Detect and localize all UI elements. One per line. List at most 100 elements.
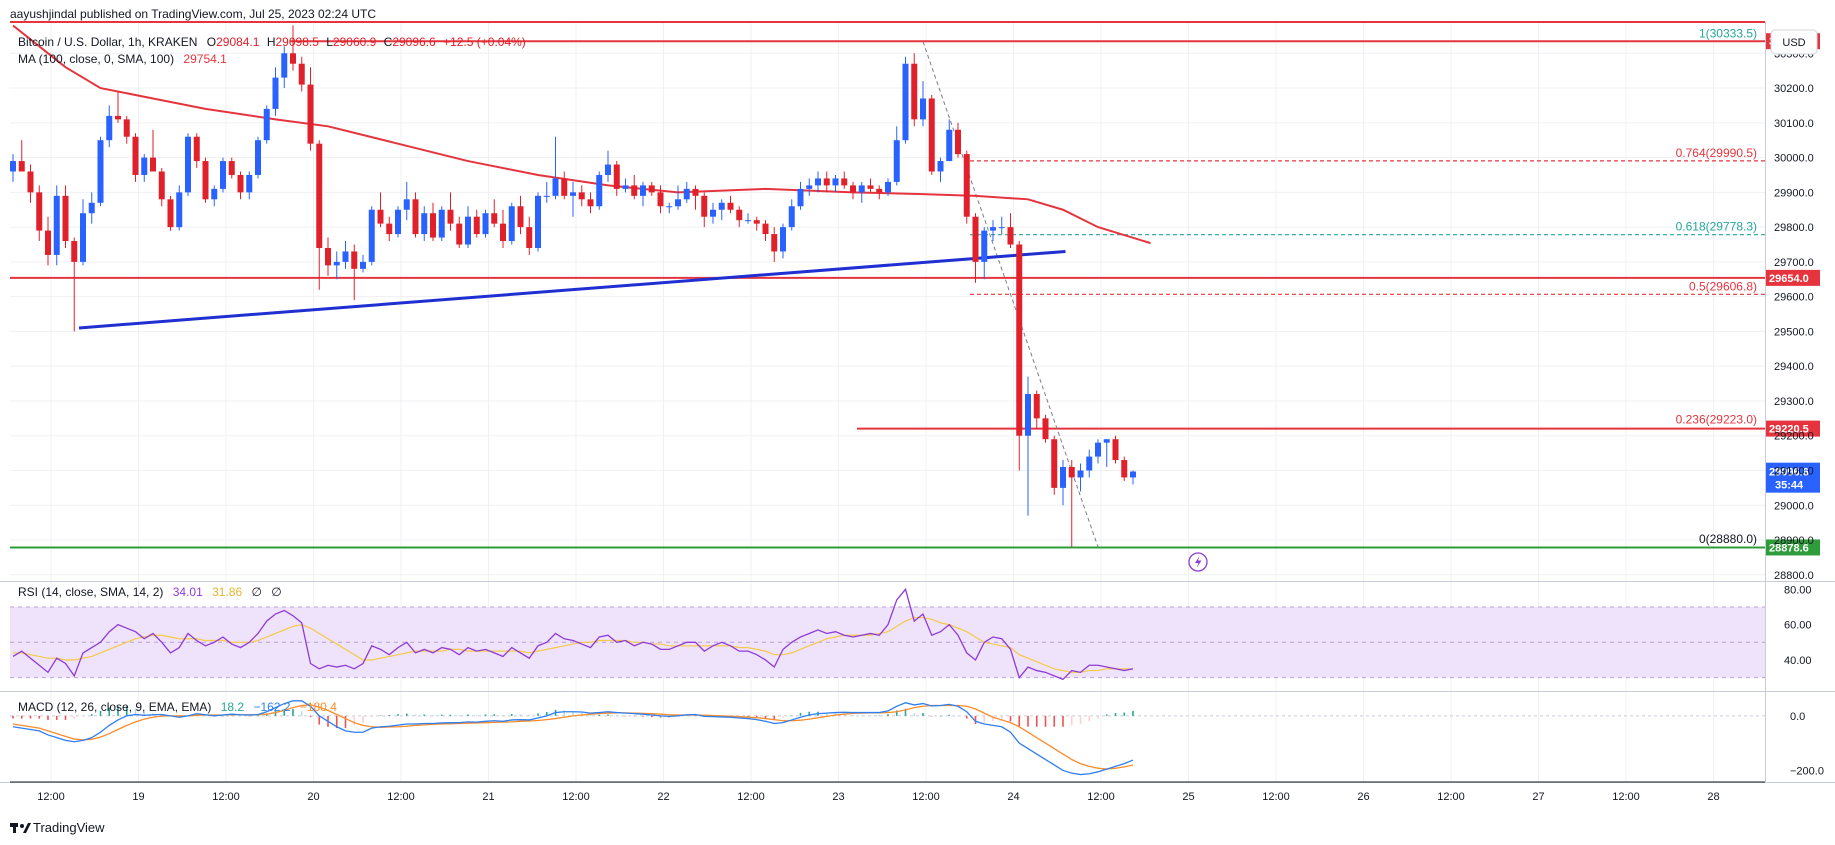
candle-body xyxy=(123,119,130,137)
time-axis[interactable]: 12:00 19 12:00 20 12:00 21 12:00 22 12:00 23 12:00… xyxy=(37,791,1719,803)
candle-body xyxy=(456,223,463,245)
time-tick-label: 12:00 xyxy=(1087,791,1115,803)
candle xyxy=(158,168,165,207)
legend-macd-signal: −180.4 xyxy=(300,700,337,714)
candle-body xyxy=(333,261,340,266)
candle xyxy=(465,206,471,248)
candle xyxy=(902,56,909,144)
rsi-line xyxy=(12,587,1134,681)
candle-body xyxy=(307,84,314,144)
legend-rsi-extra-1: ∅ xyxy=(251,585,261,599)
candle-body xyxy=(473,216,480,235)
macd-histogram-bar xyxy=(257,715,259,717)
candle xyxy=(377,192,384,228)
candle-body xyxy=(167,199,174,228)
rsi-pane xyxy=(12,587,1134,681)
candle xyxy=(211,185,218,207)
candle-body xyxy=(876,188,883,193)
candle xyxy=(167,195,174,231)
macd-histogram-bar xyxy=(895,710,898,716)
candle xyxy=(570,181,576,217)
candle xyxy=(788,199,795,231)
candle xyxy=(176,185,183,231)
candle xyxy=(972,213,979,283)
macd-histogram-bar xyxy=(449,714,452,716)
fib-label: 0.764(29990.5) xyxy=(1676,146,1757,160)
rsi-band-fill xyxy=(10,606,1765,678)
fibonacci-levels[interactable]: 1(30333.5) 0.764(29990.5) 0.618(29778.3) 0.… xyxy=(922,27,1765,548)
candle-body xyxy=(543,195,550,197)
candle xyxy=(692,185,699,210)
rsi-tick-label: 80.00 xyxy=(1784,584,1812,596)
candle-body xyxy=(202,161,209,200)
macd-pane xyxy=(10,700,1765,776)
candle xyxy=(1051,435,1058,495)
candle-body xyxy=(508,206,515,242)
rsi-band xyxy=(10,606,1765,679)
candle-body xyxy=(368,209,375,262)
trendline-group[interactable] xyxy=(78,249,1066,330)
candle xyxy=(71,237,78,332)
price-tick-label: 29000.0 xyxy=(1774,500,1814,512)
macd-histogram-bar xyxy=(388,715,391,716)
fib-label: 0.236(29223.0) xyxy=(1676,413,1757,427)
candle xyxy=(771,227,778,262)
price-tick-label: 30100.0 xyxy=(1774,118,1814,130)
candle-body xyxy=(386,223,393,235)
price-tick-label: 28800.0 xyxy=(1774,570,1814,582)
macd-histogram-bar xyxy=(528,714,531,716)
macd-histogram-bar xyxy=(143,712,146,716)
macd-histogram-bar xyxy=(878,715,881,717)
candle xyxy=(1033,390,1040,429)
macd-histogram-bar xyxy=(598,714,601,716)
last-price-tag xyxy=(1766,462,1820,493)
publisher-text: aayushjindal published on TradingView.co… xyxy=(10,7,376,21)
candle-body xyxy=(832,178,839,186)
candle xyxy=(928,95,935,175)
legend-h-label: H xyxy=(267,35,276,49)
price-tick-label: 29100.0 xyxy=(1774,465,1814,477)
candle-body xyxy=(850,185,856,193)
candle xyxy=(123,115,130,144)
time-tick-label: 12:00 xyxy=(562,791,590,803)
last-price-label: 29096.6 xyxy=(1769,467,1809,479)
candle-body xyxy=(482,213,489,235)
candle-body xyxy=(981,230,988,262)
candle-body xyxy=(561,178,568,196)
candle-body xyxy=(290,53,296,64)
candle xyxy=(307,67,314,151)
macd-histogram-bar xyxy=(948,714,951,716)
macd-histogram-bar xyxy=(537,713,539,716)
legend-o-label: O xyxy=(207,35,216,49)
rsi-tick-label: 60.00 xyxy=(1784,620,1812,632)
candle xyxy=(141,154,148,182)
candle xyxy=(893,126,900,186)
legend-macd-line: −162.2 xyxy=(253,700,290,714)
price-tick-label: 30000.0 xyxy=(1774,153,1814,165)
candle-body xyxy=(281,53,288,78)
candle-body xyxy=(788,206,795,228)
candle-body xyxy=(1007,227,1014,245)
candle-body xyxy=(1112,439,1119,461)
level-tag-label: 28878.6 xyxy=(1769,542,1809,554)
price-axis[interactable]: 28800.0 28900.0 29000.0 29100.0 29200.0 29300… xyxy=(1774,48,1824,777)
candle-body xyxy=(53,195,60,255)
lightning-icon[interactable] xyxy=(1188,552,1208,572)
candle xyxy=(18,140,25,172)
candle xyxy=(587,192,594,214)
candle-body xyxy=(97,140,104,203)
currency-button[interactable]: USD xyxy=(1770,29,1818,55)
macd-histogram-bar xyxy=(1079,715,1082,725)
price-tick-label: 29500.0 xyxy=(1774,326,1814,338)
candle-body xyxy=(596,174,603,207)
macd-histogram-bar xyxy=(55,715,58,720)
candle xyxy=(850,181,856,200)
candle xyxy=(666,202,673,214)
macd-histogram-bar xyxy=(782,715,784,718)
candle xyxy=(1042,414,1049,443)
macd-histogram-bar xyxy=(99,710,102,716)
time-tick-label: 25 xyxy=(1182,791,1194,803)
candle xyxy=(963,150,970,224)
candle xyxy=(753,216,760,231)
